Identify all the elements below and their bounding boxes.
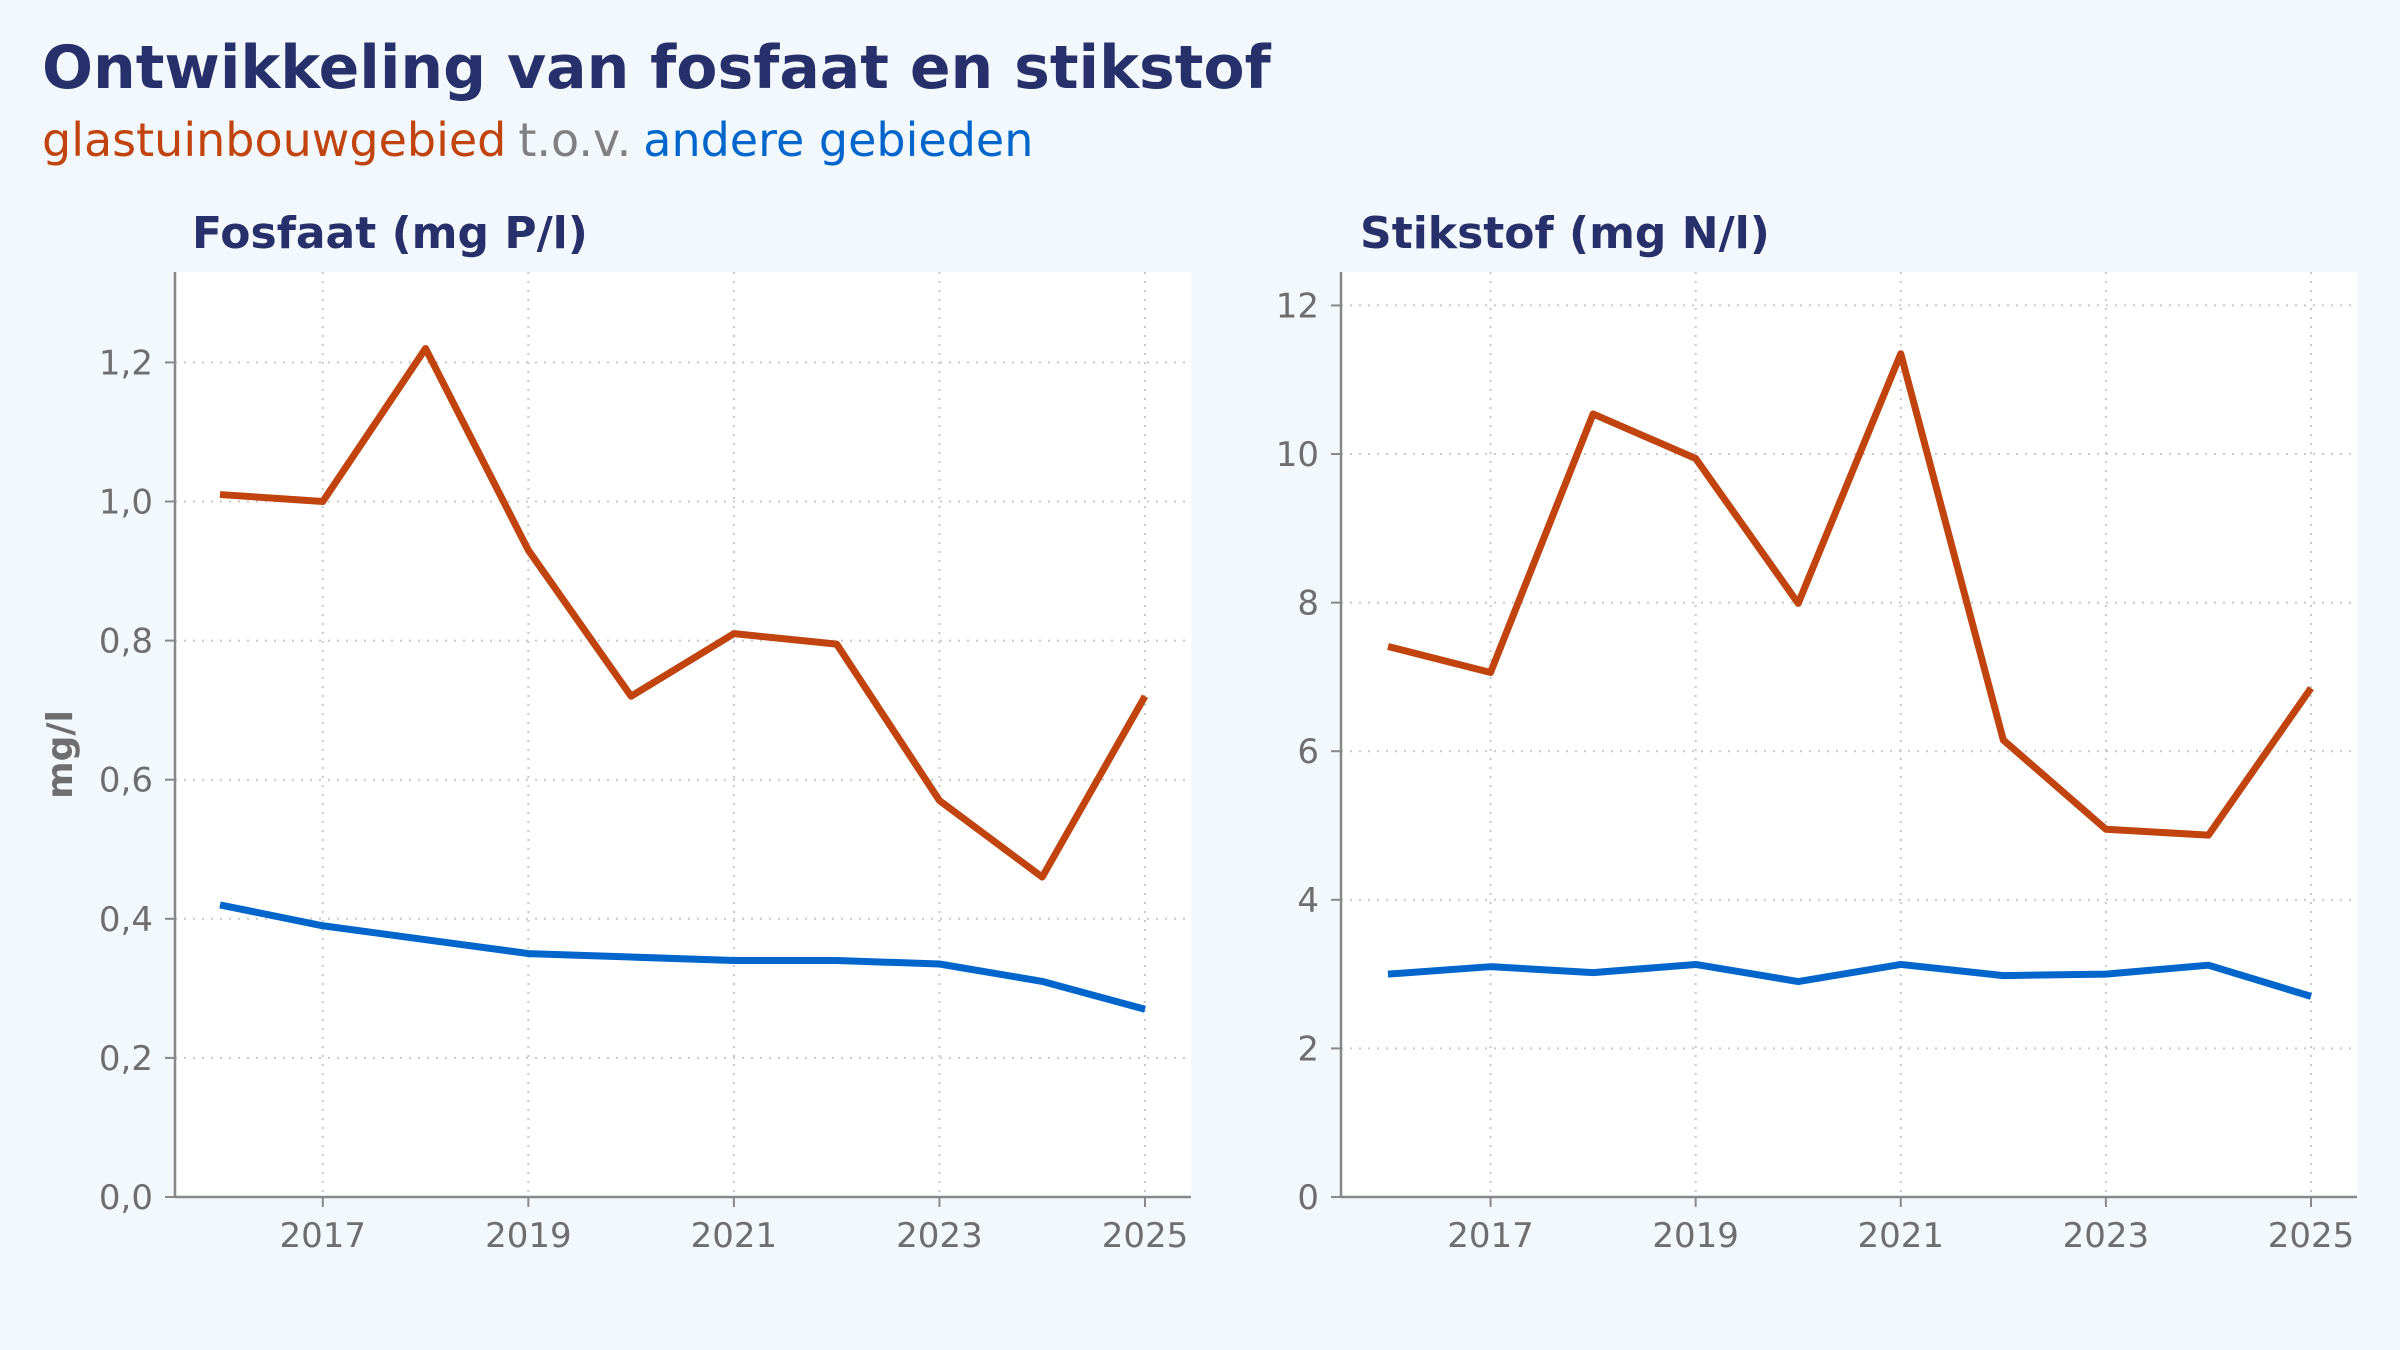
y-tick-label: 1,0 <box>99 483 153 523</box>
y-tick-label: 0,6 <box>99 761 153 801</box>
plot-area <box>175 272 1191 1197</box>
y-tick-label: 10 <box>1276 435 1319 475</box>
y-tick-label: 0,0 <box>99 1178 153 1218</box>
subtitle-glastuinbouw: glastuinbouwgebied <box>42 113 506 167</box>
x-tick-label: 2019 <box>1652 1216 1739 1256</box>
x-tick-label: 2017 <box>1447 1216 1534 1256</box>
x-tick-label: 2019 <box>485 1216 572 1256</box>
stikstof-panel: Stikstof (mg N/l) 0 2 4 6 8 10 12 2017 2019 2021 20… <box>1276 208 2357 1256</box>
x-tick-label: 2021 <box>691 1216 778 1256</box>
x-tick-label: 2023 <box>896 1216 983 1256</box>
y-tick-label: 6 <box>1297 732 1319 772</box>
y-tick-label: 12 <box>1276 286 1319 326</box>
x-tick-label: 2021 <box>1858 1216 1945 1256</box>
x-tick-label: 2025 <box>2268 1216 2355 1256</box>
series-line-glastuinbouwgebied <box>1387 350 2314 839</box>
y-tick-label: 0,4 <box>99 900 153 940</box>
y-axis-label: mg/l <box>40 710 81 799</box>
subtitle-tov: t.o.v. <box>518 113 631 167</box>
y-tick-label: 0 <box>1297 1178 1319 1218</box>
y-tick-label: 2 <box>1297 1029 1319 1069</box>
x-tick-label: 2025 <box>1102 1216 1189 1256</box>
x-tick-label: 2017 <box>280 1216 367 1256</box>
series-line-andere-gebieden <box>219 901 1146 1013</box>
plot-area <box>1341 272 2357 1197</box>
chart-subtitle: glastuinbouwgebied t.o.v. andere gebieden <box>42 113 1033 167</box>
y-tick-label: 1,2 <box>99 343 153 383</box>
y-tick-label: 0,2 <box>99 1039 153 1079</box>
subtitle-andere: andere gebieden <box>643 113 1033 167</box>
fosfaat-panel: Fosfaat (mg P/l) 0,0 0,2 0,4 0,6 0,8 1,0 1,2 201… <box>40 208 1191 1256</box>
chart-title: Ontwikkeling van fosfaat en stikstof <box>42 33 1272 103</box>
y-tick-label: 8 <box>1297 584 1319 624</box>
y-tick-label: 4 <box>1297 881 1319 921</box>
panel-title: Stikstof (mg N/l) <box>1360 208 1770 259</box>
y-tick-label: 0,8 <box>99 622 153 662</box>
x-tick-label: 2023 <box>2063 1216 2150 1256</box>
series-line-glastuinbouwgebied <box>219 345 1149 881</box>
series-line-andere-gebieden <box>1387 960 2313 1000</box>
panel-title: Fosfaat (mg P/l) <box>192 208 588 259</box>
